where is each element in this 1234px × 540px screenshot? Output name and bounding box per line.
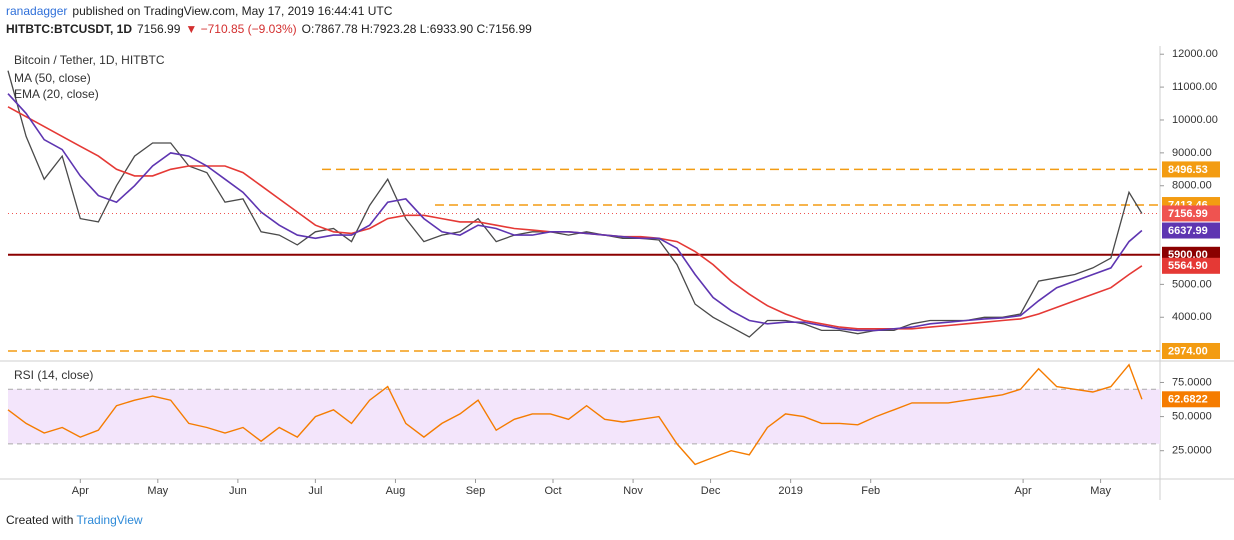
x-tick-label: Aug [386, 485, 406, 497]
price-change: ▼ −710.85 (−9.03%) [185, 22, 297, 36]
x-tick-label: Feb [861, 485, 880, 497]
level-tag: 8496.53 [1168, 164, 1208, 176]
y-tick-label: 75.0000 [1172, 376, 1212, 388]
y-tick-label: 10000.00 [1172, 114, 1218, 126]
created-with: Created with [6, 513, 74, 527]
symbol-line: HITBTC:BTCUSDT, 1D 7156.99 ▼ −710.85 (−9.0… [6, 22, 537, 36]
series-tag-bg [1162, 222, 1220, 239]
legend-entry: EMA (20, close) [14, 87, 99, 101]
x-tick-label: 2019 [778, 485, 802, 497]
close-line [7, 70, 1143, 338]
last-price: 7156.99 [137, 22, 181, 36]
series-tag: 6637.99 [1168, 225, 1208, 237]
price-pane [8, 46, 1160, 360]
x-tick-label: May [1090, 485, 1111, 497]
y-tick-label: 12000.00 [1172, 48, 1218, 60]
series-tag-bg [1162, 257, 1220, 274]
published-info: published on TradingView.com, May 17, 20… [72, 4, 393, 18]
rsi-band [8, 389, 1160, 444]
rsi-line [7, 363, 1143, 466]
x-tick-label: Jul [308, 485, 322, 497]
y-tick-label: 4000.00 [1172, 311, 1212, 323]
author[interactable]: ranadagger [6, 4, 68, 18]
x-tick-label: Jun [229, 485, 247, 497]
chart-legend-title: Bitcoin / Tether, 1D, HITBTC [14, 53, 165, 67]
y-tick-label: 11000.00 [1172, 81, 1217, 93]
rsi-tag-bg [1162, 391, 1220, 408]
footer: Created with TradingView [6, 513, 143, 527]
y-tick-label: 50.0000 [1172, 410, 1212, 422]
x-tick-label: Nov [623, 485, 643, 497]
y-tick-label: 25.0000 [1172, 445, 1212, 457]
x-tick-label: Dec [701, 485, 721, 497]
series-tag: 5564.90 [1168, 260, 1208, 272]
legend-entry: MA (50, close) [14, 71, 91, 85]
level-tag: 2974.00 [1168, 345, 1208, 357]
y-tick-label: 8000.00 [1172, 180, 1212, 192]
series-tag: 7156.99 [1168, 208, 1208, 220]
level-tag-bg [1162, 342, 1220, 359]
brand[interactable]: TradingView [76, 513, 143, 527]
publish-line: ranadagger published on TradingView.com, … [6, 4, 397, 18]
x-tick-label: Oct [544, 485, 561, 497]
x-tick-label: Apr [1015, 485, 1032, 497]
level-tag-bg [1162, 161, 1220, 178]
y-tick-label: 9000.00 [1172, 147, 1212, 159]
indicator-line [7, 93, 1143, 332]
y-tick-label: 5000.00 [1172, 278, 1212, 290]
x-tick-label: Sep [466, 485, 486, 497]
symbol: HITBTC:BTCUSDT, 1D [6, 22, 132, 36]
series-tag-bg [1162, 205, 1220, 222]
x-tick-label: May [147, 485, 168, 497]
rsi-legend: RSI (14, close) [14, 368, 93, 382]
ohlc: O:7867.78 H:7923.28 L:6933.90 C:7156.99 [301, 22, 532, 36]
rsi-tag: 62.6822 [1168, 394, 1208, 406]
x-tick-label: Apr [72, 485, 89, 497]
